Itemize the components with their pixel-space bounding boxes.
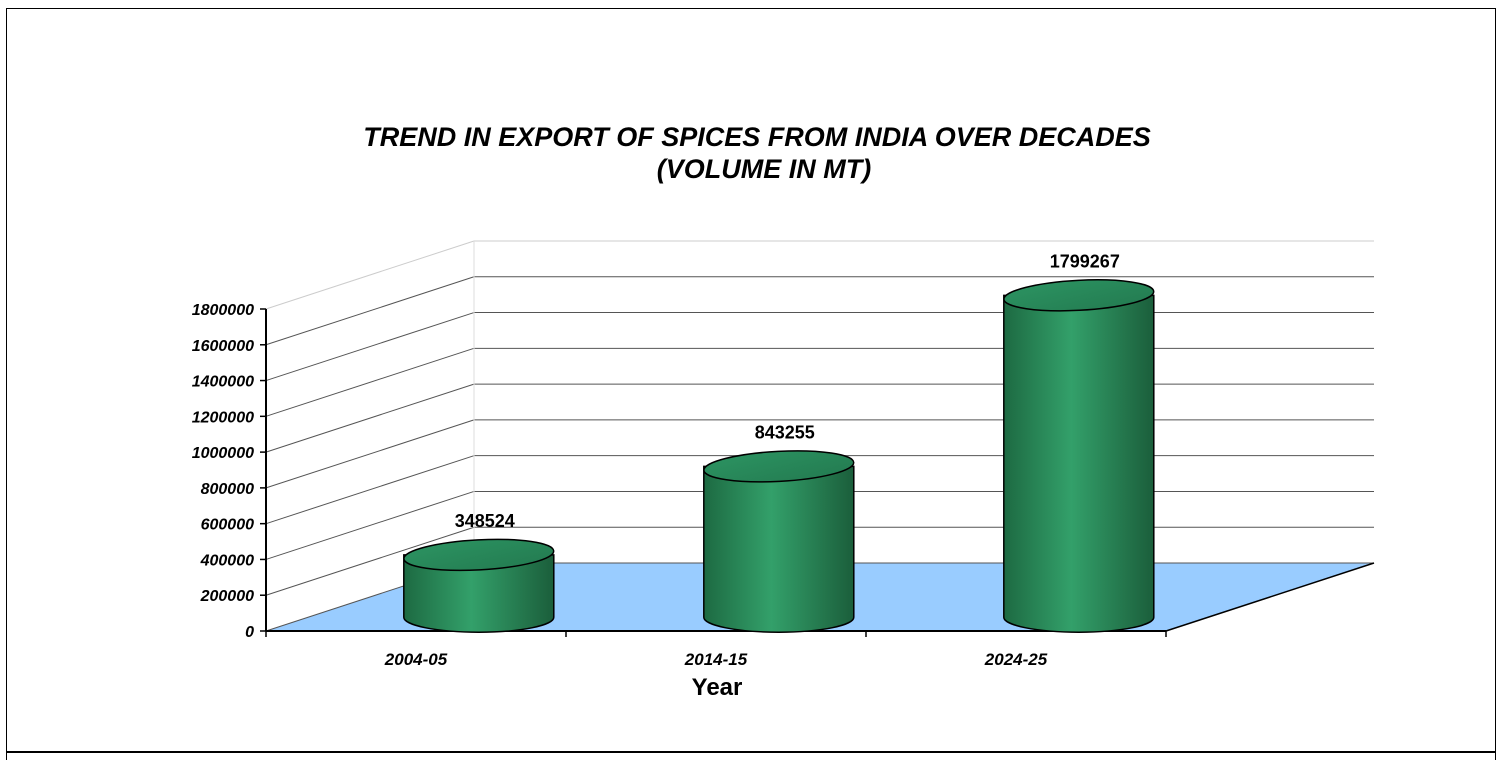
data-label-1: 843255	[755, 422, 815, 442]
y-tick-label-6: 1200000	[192, 409, 254, 426]
chart-subtitle: (VOLUME IN MT)	[657, 154, 871, 184]
x-axis-tick-labels: 2004-05 2014-15 2024-25	[384, 650, 1048, 669]
y-axis-tick-labels: 0 200000 400000 600000 800000 1000000 1200000 1…	[192, 302, 254, 641]
x-axis-title: Year	[692, 674, 743, 701]
gridline-left-5	[265, 383, 475, 453]
bar-1: 843255	[703, 422, 855, 633]
y-tick-label-5: 1000000	[192, 445, 254, 462]
bar-top-2	[1003, 279, 1155, 312]
y-tick-label-2: 400000	[200, 552, 254, 569]
gridline-left-2	[265, 490, 475, 560]
y-tick-label-1: 200000	[200, 588, 254, 605]
bar-body-0	[403, 554, 555, 633]
floor-right-edge	[1165, 562, 1375, 632]
bottom-border-strip	[6, 752, 1496, 760]
gridline-left-6	[265, 347, 475, 417]
bar-2: 1799267	[1003, 251, 1155, 633]
x-tick-label-1: 2014-15	[684, 650, 748, 669]
chart-svg: TREND IN EXPORT OF SPICES FROM INDIA OVE…	[192, 122, 1375, 701]
gridline-left-9	[265, 240, 475, 310]
y-tick-label-9: 1800000	[192, 302, 254, 319]
bar-body-1	[703, 465, 855, 633]
axes	[260, 308, 1375, 637]
x-tick-label-2: 2024-25	[984, 650, 1048, 669]
bar-0: 348524	[403, 511, 555, 633]
bar-top-0	[403, 538, 555, 572]
gridline-left-3	[265, 455, 475, 525]
data-label-2: 1799267	[1050, 251, 1120, 271]
gridline-left-1	[265, 526, 475, 596]
chart-title: TREND IN EXPORT OF SPICES FROM INDIA OVE…	[363, 122, 1151, 152]
x-tick-label-0: 2004-05	[384, 650, 448, 669]
y-tick-label-4: 800000	[201, 481, 254, 498]
y-tick-label-7: 1400000	[192, 374, 254, 391]
y-tick-label-0: 0	[245, 624, 254, 641]
bar-top-1	[703, 450, 855, 483]
gridlines	[265, 240, 1374, 632]
data-label-0: 348524	[455, 511, 515, 531]
bar-body-2	[1003, 294, 1155, 633]
gridline-left-4	[265, 419, 475, 489]
y-tick-label-3: 600000	[201, 517, 254, 534]
chart-frame: TREND IN EXPORT OF SPICES FROM INDIA OVE…	[6, 8, 1496, 752]
gridline-left-7	[265, 312, 475, 382]
gridline-left-8	[265, 276, 475, 346]
y-tick-label-8: 1600000	[192, 338, 254, 355]
bars: 348524 843255 1799267	[403, 251, 1155, 633]
